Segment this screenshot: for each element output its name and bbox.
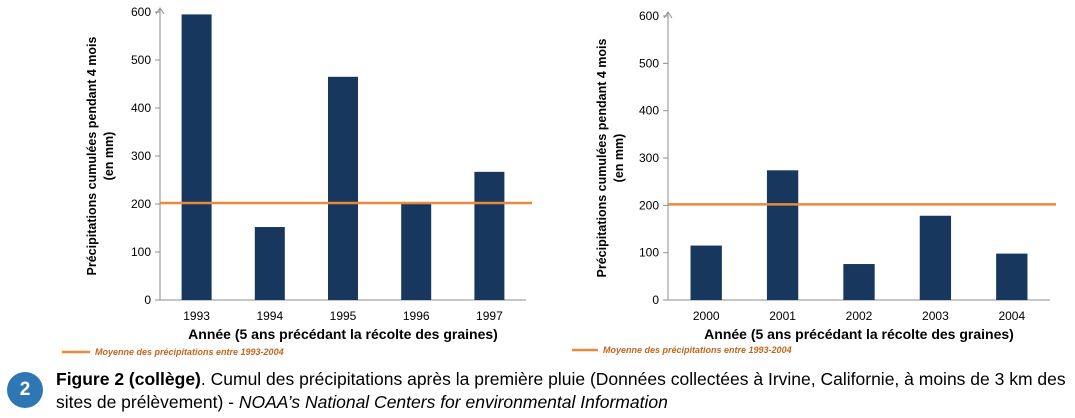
chart1-x-tick-label: 1997 xyxy=(476,309,503,323)
chart1-bar-1996 xyxy=(401,204,432,300)
caption-source: NOAA’s National Centers for environmenta… xyxy=(238,392,668,412)
caption-title: Figure 2 (collège) xyxy=(56,369,201,389)
chart1-x-tick-label: 1996 xyxy=(403,309,430,323)
chart1-y-tick-label: 200 xyxy=(131,197,151,211)
chart2-legend-label: Moyenne des précipitations entre 1993-20… xyxy=(603,345,792,355)
chart1-y-tick-label: 500 xyxy=(131,53,151,67)
chart1-y-tick-label: 0 xyxy=(144,293,151,307)
chart2-y-tick-label: 600 xyxy=(639,9,659,23)
chart2-bar-2001 xyxy=(766,170,799,300)
chart1-bar-1997 xyxy=(474,171,505,300)
chart2-bar-2003 xyxy=(919,215,952,300)
chart2-x-tick-label: 2003 xyxy=(922,309,949,323)
figure-number-badge: 2 xyxy=(7,372,43,408)
chart2-x-tick-label: 2002 xyxy=(846,309,873,323)
charts-area: 0 100 200 300 400 500 600 1993 1994 1995 1996 1997 A… xyxy=(62,5,1056,357)
chart1-y-tick-label: 600 xyxy=(131,5,151,19)
chart2-x-tick-label: 2000 xyxy=(693,309,720,323)
chart1-bar-1994 xyxy=(254,227,285,300)
chart1-bar-1993 xyxy=(181,14,212,301)
chart2-y-tick-label: 500 xyxy=(639,56,659,70)
chart1-x-tick-label: 1994 xyxy=(256,309,283,323)
chart2-x-tick-label: 2004 xyxy=(998,309,1025,323)
chart1-y-tick-label: 400 xyxy=(131,101,151,115)
chart1-y-axis-title-line2: (en mm) xyxy=(102,132,116,181)
chart1-x-tick-label: 1993 xyxy=(183,309,210,323)
chart1-y-tick-label: 100 xyxy=(131,245,151,259)
chart2-bar-2002 xyxy=(843,264,875,300)
chart1-bar-1995 xyxy=(327,76,359,300)
caption-text: . Cumul des précipitations après la prem… xyxy=(56,369,1066,412)
chart2-bar-2000 xyxy=(690,245,722,300)
chart2-y-axis-title-line1: Précipitations cumulées pendant 4 mois xyxy=(595,38,609,277)
chart1-y-tick-label: 300 xyxy=(131,149,151,163)
chart1-legend-label: Moyenne des précipitations entre 1993-20… xyxy=(95,347,284,357)
chart2-y-tick-label: 100 xyxy=(639,246,659,260)
chart1-y-axis-title-line1: Précipitations cumulées pendant 4 mois xyxy=(85,36,99,275)
chart2-bar-2004 xyxy=(996,253,1028,300)
chart2-x-tick-label: 2001 xyxy=(769,309,796,323)
figure-caption: Figure 2 (collège). Cumul des précipitat… xyxy=(56,368,1071,414)
chart1-x-axis-title: Année (5 ans précédant la récolte des gr… xyxy=(188,326,498,342)
chart1-x-tick-label: 1995 xyxy=(330,309,357,323)
chart2-y-tick-label: 0 xyxy=(652,293,659,307)
chart2-y-tick-label: 200 xyxy=(639,198,659,212)
chart2-y-tick-label: 300 xyxy=(639,151,659,165)
chart2-x-axis-title: Année (5 ans précédant la récolte des gr… xyxy=(704,326,1014,342)
chart2-y-axis-title-line2: (en mm) xyxy=(612,134,626,183)
chart2-y-tick-label: 400 xyxy=(639,104,659,118)
